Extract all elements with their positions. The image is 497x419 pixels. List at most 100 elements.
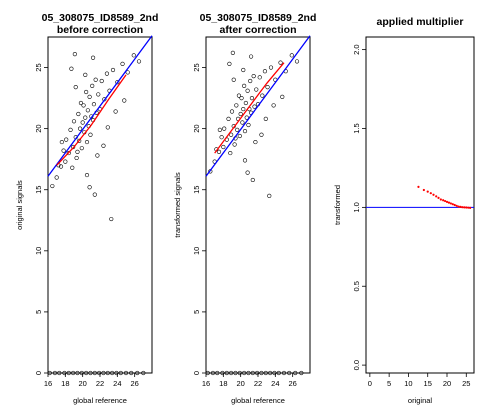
data-point (422, 188, 425, 192)
data-point (243, 100, 248, 106)
data-point (66, 150, 71, 156)
x-tick-label: 18 (219, 379, 227, 388)
data-point (449, 202, 452, 205)
data-point (442, 199, 445, 202)
data-point (50, 183, 55, 189)
data-point (234, 103, 239, 108)
plot-area (47, 35, 153, 376)
data-point (260, 93, 265, 98)
x-tick-label: 20 (78, 379, 86, 388)
zero-point (52, 370, 58, 376)
data-point (244, 115, 249, 120)
zero-point (210, 370, 216, 376)
data-point (80, 120, 85, 125)
data-point (84, 139, 90, 145)
zero-point (293, 370, 298, 376)
data-point (109, 216, 114, 222)
data-point (54, 175, 59, 180)
y-tick-label: 0.5 (352, 281, 361, 291)
fit-line (47, 35, 153, 177)
data-point (289, 53, 294, 58)
data-point (77, 126, 83, 131)
zero-point (47, 370, 52, 376)
zero-point (246, 370, 251, 376)
data-point (242, 158, 248, 163)
data-point (242, 83, 247, 88)
x-tick-label: 24 (113, 379, 121, 388)
zero-point (135, 370, 140, 376)
chart-title: applied multiplier (377, 16, 464, 28)
data-point (87, 185, 92, 190)
data-point (72, 52, 77, 57)
data-point (68, 127, 73, 132)
data-point (437, 196, 440, 200)
data-point (251, 73, 256, 79)
data-point (91, 102, 97, 107)
data-point (259, 132, 264, 137)
y-tick-label: 15 (192, 186, 201, 194)
data-point (58, 164, 64, 169)
data-point (253, 139, 258, 145)
data-point (280, 94, 285, 99)
x-tick-label: 24 (271, 379, 279, 388)
data-point (85, 108, 90, 113)
y-axis: 0 5 10 15 20 25 (34, 63, 48, 375)
data-point (248, 78, 253, 84)
data-point (64, 137, 69, 142)
zero-point (123, 370, 129, 376)
data-point (84, 89, 89, 95)
chart-title: 05_308075_ID8589_2nd (200, 12, 317, 24)
zero-point (105, 370, 110, 376)
data-point (230, 50, 235, 55)
data-point (101, 143, 106, 148)
x-tick-label: 20 (443, 379, 451, 388)
zero-point (141, 370, 146, 376)
x-tick-label: 15 (424, 379, 432, 388)
y-axis-label: original signals (15, 180, 24, 230)
data-point (267, 193, 272, 198)
data-point (131, 53, 136, 58)
data-point (250, 177, 255, 183)
x-axis-label: global reference (231, 396, 285, 405)
zero-point (205, 370, 210, 376)
data-point (457, 205, 460, 208)
data-point (63, 159, 68, 164)
data-point (239, 95, 244, 101)
zero-point (79, 370, 84, 376)
data-point (459, 205, 462, 208)
zero-point (92, 370, 97, 376)
data-point (453, 203, 456, 207)
x-tick-label: 26 (288, 379, 296, 388)
y-tick-label: 25 (192, 63, 201, 71)
x-tick-label: 22 (254, 379, 262, 388)
data-point (246, 122, 251, 128)
y-tick-label: 2.0 (352, 44, 361, 54)
data-point (226, 116, 231, 121)
data-point (229, 109, 235, 114)
data-point (87, 94, 92, 99)
zero-point (299, 370, 304, 376)
data-point (105, 125, 110, 130)
zero-point (110, 370, 115, 376)
data-point (228, 150, 233, 156)
data-point (76, 111, 81, 117)
data-point (217, 127, 222, 132)
y-tick-label: 20 (34, 124, 43, 132)
smooth-line (214, 62, 285, 154)
y-axis-label: transformed signals (173, 172, 182, 238)
zero-point (101, 370, 106, 376)
zero-point (233, 370, 238, 376)
data-point (231, 77, 236, 82)
y-axis: 0 5 10 15 20 25 (192, 63, 206, 375)
zero-point (242, 370, 247, 376)
zero-point (287, 370, 292, 376)
data-point (463, 206, 466, 209)
data-point (241, 106, 246, 112)
data-point (237, 133, 242, 139)
data-point (227, 61, 232, 66)
data-point (278, 60, 283, 65)
plot-frame (205, 36, 311, 374)
plot-frame (47, 36, 153, 374)
data-point (248, 54, 254, 59)
data-point (242, 128, 248, 134)
